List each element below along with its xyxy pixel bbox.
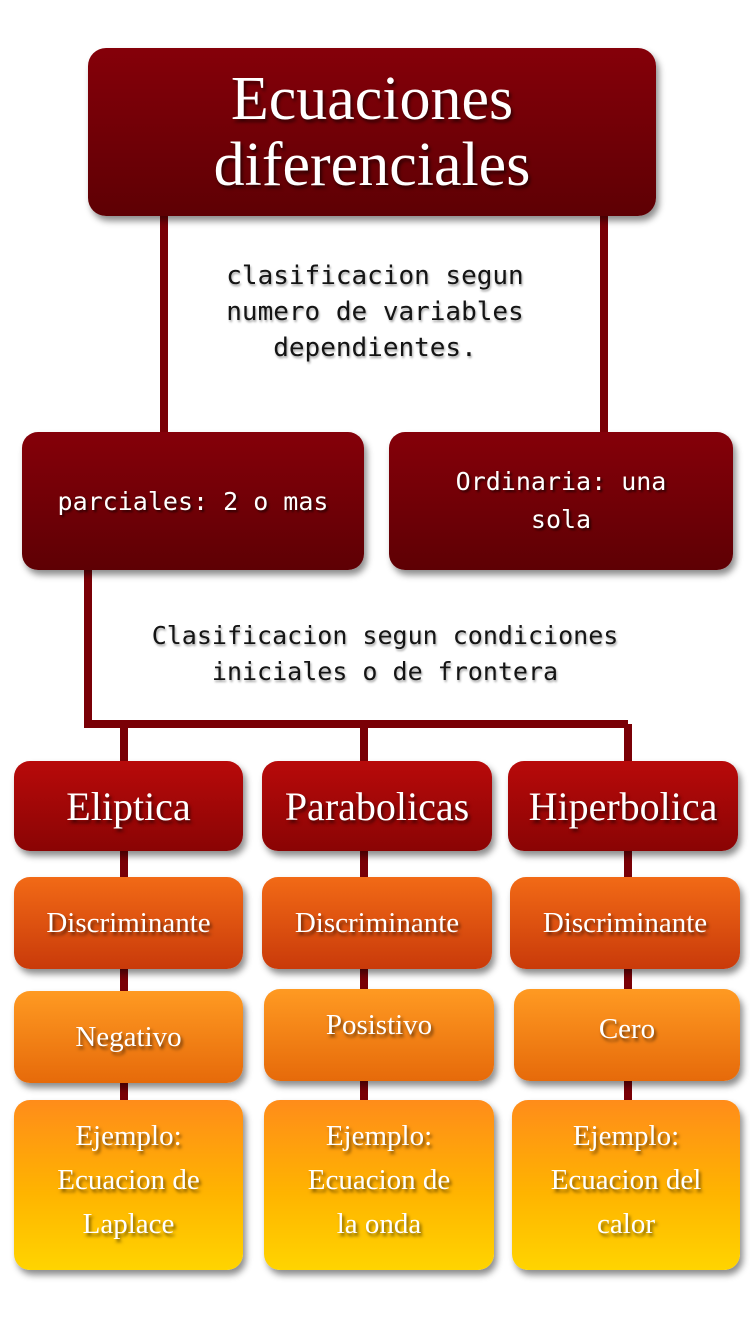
example-line1: Ejemplo: bbox=[572, 1120, 680, 1152]
example-line1: Ejemplo: bbox=[325, 1120, 433, 1152]
type-node-hiperbolica: Hiperbolica bbox=[508, 761, 738, 851]
example-node-onda: Ejemplo: Ecuacion de la onda bbox=[264, 1100, 494, 1270]
sign-node-posistivo: Posistivo bbox=[264, 989, 494, 1081]
example-line3: calor bbox=[597, 1208, 655, 1240]
sign-node-cero: Cero bbox=[514, 989, 740, 1081]
edge-label-variables: clasificacion segun numero de variables … bbox=[175, 258, 575, 366]
sign-label: Negativo bbox=[75, 1020, 182, 1053]
edge-label-variables-line1: clasificacion segun bbox=[226, 261, 524, 291]
ordinaria-node: Ordinaria: una sola bbox=[389, 432, 733, 570]
root-node: Ecuaciones diferenciales bbox=[88, 48, 656, 216]
discriminant-label: Discriminante bbox=[542, 906, 708, 939]
example-node-laplace: Ejemplo: Ecuacion de Laplace bbox=[14, 1100, 243, 1270]
discriminant-label: Discriminante bbox=[46, 906, 211, 939]
edge-label-conditions: Clasificacion segun condiciones iniciale… bbox=[130, 618, 640, 690]
sign-label: Cero bbox=[598, 1013, 656, 1045]
type-label: Eliptica bbox=[66, 783, 191, 829]
example-line2: Ecuacion del bbox=[550, 1164, 702, 1196]
ordinaria-label-line2: sola bbox=[530, 505, 592, 534]
sign-node-negativo: Negativo bbox=[14, 991, 243, 1083]
root-title-line1: Ecuaciones bbox=[230, 65, 514, 133]
left-to-columns-connector bbox=[84, 570, 628, 728]
example-line2: Ecuacion de bbox=[307, 1164, 451, 1196]
ordinaria-label-line1: Ordinaria: una bbox=[455, 467, 667, 496]
edge-label-variables-line3: dependientes. bbox=[273, 333, 477, 363]
parciales-label: parciales: 2 o mas bbox=[57, 486, 329, 516]
type-label: Parabolicas bbox=[284, 783, 470, 829]
example-line3: Laplace bbox=[82, 1208, 175, 1240]
example-node-calor: Ejemplo: Ecuacion del calor bbox=[512, 1100, 740, 1270]
example-line1: Ejemplo: bbox=[75, 1120, 182, 1152]
example-line3: la onda bbox=[336, 1208, 422, 1240]
type-node-eliptica: Eliptica bbox=[14, 761, 243, 851]
discriminant-node: Discriminante bbox=[262, 877, 492, 969]
edge-label-conditions-line2: iniciales o de frontera bbox=[211, 657, 559, 686]
example-line2: Ecuacion de bbox=[57, 1164, 200, 1196]
sign-label: Posistivo bbox=[325, 1009, 433, 1041]
discriminant-label: Discriminante bbox=[294, 906, 460, 939]
root-title-line2: diferenciales bbox=[213, 131, 531, 199]
type-node-parabolicas: Parabolicas bbox=[262, 761, 492, 851]
discriminant-node: Discriminante bbox=[510, 877, 740, 969]
type-label: Hiperbolica bbox=[528, 783, 718, 829]
edge-label-variables-line2: numero de variables bbox=[226, 297, 524, 327]
edge-label-conditions-line1: Clasificacion segun condiciones bbox=[151, 621, 619, 650]
discriminant-node: Discriminante bbox=[14, 877, 243, 969]
parciales-node: parciales: 2 o mas bbox=[22, 432, 364, 570]
